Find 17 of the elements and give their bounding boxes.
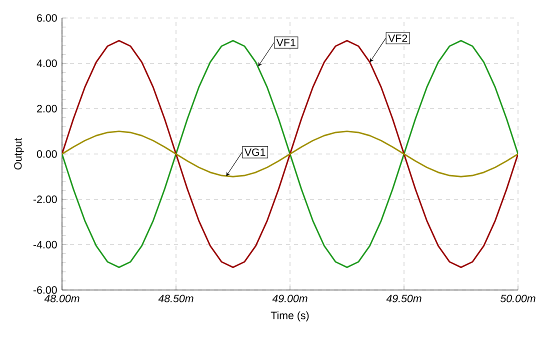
x-tick-label: 48.00m — [44, 294, 80, 302]
x-axis-title: Time (s) — [270, 311, 309, 322]
annotation: VF2 — [388, 34, 408, 42]
x-tick-label: 48.50m — [158, 294, 194, 302]
y-axis-title: Output — [14, 138, 24, 170]
y-tick-label: 4.00 — [36, 60, 57, 68]
y-tick-label: 6.00 — [37, 14, 57, 22]
x-tick-label: 49.50m — [386, 294, 422, 302]
y-tick-label: -2.00 — [33, 196, 57, 204]
y-tick-label: -6.00 — [33, 286, 57, 294]
y-tick-label: 2.00 — [37, 104, 57, 112]
y-tick-label: 0.00 — [36, 150, 57, 158]
x-tick-label: 49.00m — [272, 294, 308, 302]
y-tick-label: -4.00 — [33, 240, 57, 248]
annotation: VG1 — [244, 148, 266, 156]
x-tick-label: 50.00m — [500, 294, 536, 302]
annotation: VF1 — [276, 38, 296, 46]
